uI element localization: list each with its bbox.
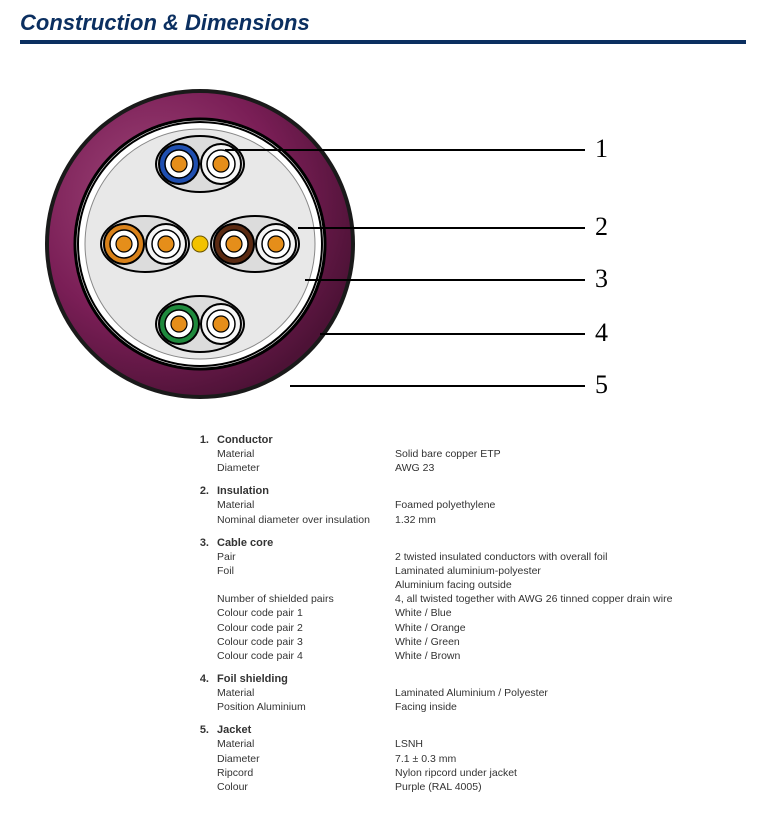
legend-value: Solid bare copper ETP [395,447,746,461]
legend-row: Position AluminiumFacing inside [195,700,746,714]
legend-row: Pair2 twisted insulated conductors with … [195,550,746,564]
legend-row: DiameterAWG 23 [195,461,746,475]
legend-key: Ripcord [195,766,395,780]
legend-title: Cable core [217,537,273,549]
legend-value: 7.1 ± 0.3 mm [395,752,746,766]
legend-value: 1.32 mm [395,513,746,527]
legend-title: Jacket [217,724,251,736]
legend-value: Laminated aluminium-polyester [395,564,746,578]
legend-value: Foamed polyethylene [395,498,746,512]
callout-number: 3 [595,264,608,294]
legend-key: Material [195,447,395,461]
legend-row: MaterialSolid bare copper ETP [195,447,746,461]
callout-number: 2 [595,212,608,242]
diagram-area: 1 2 3 4 5 [20,74,746,434]
legend-title: Foil shielding [217,673,288,685]
legend-key: Material [195,737,395,751]
legend-row: MaterialLSNH [195,737,746,751]
legend-value: Aluminium facing outside [395,578,746,592]
legend-title: Insulation [217,485,269,497]
legend-number: 1. [195,434,209,446]
legend-key: Material [195,498,395,512]
legend-key: Colour code pair 3 [195,635,395,649]
legend-key: Diameter [195,752,395,766]
legend-value: Laminated Aluminium / Polyester [395,686,746,700]
cable-cross-section [30,74,750,424]
callout-number: 4 [595,318,608,348]
legend-row: MaterialLaminated Aluminium / Polyester [195,686,746,700]
legend-number: 2. [195,485,209,497]
legend-value: Facing inside [395,700,746,714]
legend-section: 1. ConductorMaterialSolid bare copper ETP… [195,434,746,475]
legend-key: Nominal diameter over insulation [195,513,395,527]
legend-row: Aluminium facing outside [195,578,746,592]
legend-row: MaterialFoamed polyethylene [195,498,746,512]
legend-value: White / Orange [395,621,746,635]
legend-number: 5. [195,724,209,736]
legend-key: Material [195,686,395,700]
legend-value: 2 twisted insulated conductors with over… [395,550,746,564]
legend-key: Pair [195,550,395,564]
legend-key: Diameter [195,461,395,475]
legend-value: White / Blue [395,606,746,620]
callout-number: 1 [595,134,608,164]
legend-key: Foil [195,564,395,578]
legend-row: ColourPurple (RAL 4005) [195,780,746,794]
legend-row: Colour code pair 1White / Blue [195,606,746,620]
legend-row: Nominal diameter over insulation1.32 mm [195,513,746,527]
legend-value: Purple (RAL 4005) [395,780,746,794]
legend-row: Colour code pair 4White / Brown [195,649,746,663]
legend-number: 4. [195,673,209,685]
legend-row: Colour code pair 2White / Orange [195,621,746,635]
legend-value: White / Brown [395,649,746,663]
legend-key: Colour code pair 2 [195,621,395,635]
page-title: Construction & Dimensions [20,10,746,36]
legend-number: 3. [195,537,209,549]
legend-key: Colour code pair 1 [195,606,395,620]
legend-section: 3. Cable corePair2 twisted insulated cond… [195,537,746,663]
legend-row: Number of shielded pairs4, all twisted t… [195,592,746,606]
legend-key: Number of shielded pairs [195,592,395,606]
legend-value: AWG 23 [395,461,746,475]
legend-row: Diameter7.1 ± 0.3 mm [195,752,746,766]
legend-value: White / Green [395,635,746,649]
legend-section: 5. JacketMaterialLSNHDiameter7.1 ± 0.3 mm… [195,724,746,794]
legend-title: Conductor [217,434,273,446]
callout-number: 5 [595,370,608,400]
legend-row: FoilLaminated aluminium-polyester [195,564,746,578]
legend-row: Colour code pair 3White / Green [195,635,746,649]
legend-section: 2. InsulationMaterialFoamed polyethyleneN… [195,485,746,526]
legend: 1.ConductorMaterialSolid bare copper ETP… [195,434,746,794]
legend-section: 4. Foil shieldingMaterialLaminated Alumin… [195,673,746,714]
legend-key: Colour code pair 4 [195,649,395,663]
legend-key [195,578,395,592]
legend-key: Colour [195,780,395,794]
title-rule [20,40,746,44]
legend-key: Position Aluminium [195,700,395,714]
legend-value: LSNH [395,737,746,751]
legend-row: RipcordNylon ripcord under jacket [195,766,746,780]
legend-value: Nylon ripcord under jacket [395,766,746,780]
legend-value: 4, all twisted together with AWG 26 tinn… [395,592,746,606]
